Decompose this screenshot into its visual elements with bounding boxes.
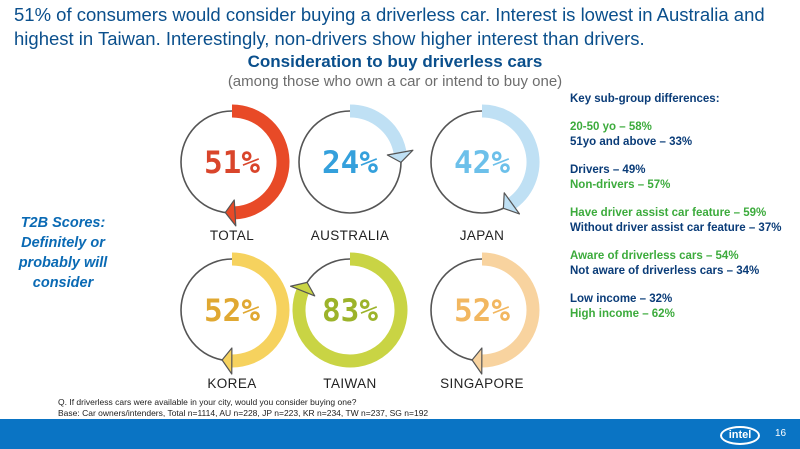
subgroup-line: High income – 62% [570, 308, 675, 320]
subgroup-line: Non-drivers – 57% [570, 179, 671, 191]
intel-logo: intel [720, 426, 760, 445]
donut-arrowhead [386, 149, 414, 163]
subgroup-line: Drivers – 49% [570, 164, 646, 176]
footnote-base: Base: Car owners/intenders, Total n=1114… [58, 408, 429, 418]
donut-arc [481, 104, 540, 209]
donut-taiwan: 83% TAIWAN [289, 252, 408, 391]
donut-korea: 52% KOREA [180, 252, 290, 391]
donut-japan: 42% JAPAN [430, 104, 540, 243]
subgroup-line: 20-50 yo – 58% [570, 121, 652, 133]
subgroup-list: 20-50 yo – 58% 51yo and above – 33% Driver… [570, 120, 795, 322]
donut-category-label: TOTAL [210, 228, 254, 243]
donut-category-label: AUSTRALIA [311, 228, 390, 243]
donut-australia: 24% AUSTRALIA [298, 104, 414, 243]
donut-arc [231, 252, 290, 368]
subgroup-item: Have driver assist car feature – 59% With… [570, 206, 795, 236]
donut-arc [231, 104, 290, 220]
subgroup-line: 51yo and above – 33% [570, 136, 693, 148]
subgroup-line: Without driver assist car feature – 37% [570, 222, 782, 234]
chart-title: Consideration to buy driverless cars [247, 52, 543, 71]
donut-value-label: 24% [322, 145, 378, 181]
subgroup-item: Aware of driverless cars – 54% Not aware … [570, 249, 795, 279]
chart-subtitle: (among those who own a car or intend to … [227, 73, 563, 90]
donut-arrowhead [289, 281, 316, 297]
donut-category-label: KOREA [207, 376, 256, 391]
footnote: Q. If driverless cars were available in … [58, 397, 428, 419]
donut-value-label: 52% [454, 293, 510, 329]
donut-value-label: 52% [204, 293, 260, 329]
donut-value-label: 42% [454, 145, 510, 181]
donut-arc [292, 252, 408, 368]
donut-arc [349, 104, 407, 155]
donut-arc [481, 252, 540, 368]
footer-bar: intel 16 [0, 419, 800, 449]
subgroup-item: Low income – 32% High income – 62% [570, 292, 795, 322]
subgroup-item: Drivers – 49% Non-drivers – 57% [570, 163, 795, 193]
donut-category-label: JAPAN [460, 228, 505, 243]
donut-category-label: SINGAPORE [440, 376, 524, 391]
donut-value-label: 51% [204, 145, 260, 181]
subgroup-line: Low income – 32% [570, 293, 673, 305]
page-number: 16 [775, 428, 787, 439]
subgroup-title: Key sub-group differences: [570, 93, 720, 105]
subgroup-panel: Key sub-group differences: 20-50 yo – 58… [570, 92, 795, 335]
footnote-question: Q. If driverless cars were available in … [58, 397, 357, 407]
subgroup-line: Aware of driverless cars – 54% [570, 250, 739, 262]
donut-total: 51% TOTAL [180, 104, 290, 243]
headline: 51% of consumers would consider buying a… [14, 4, 765, 49]
subgroup-line: Have driver assist car feature – 59% [570, 207, 767, 219]
donut-category-label: TAIWAN [323, 376, 376, 391]
donut-arrowhead [471, 347, 483, 375]
donut-arrowhead [224, 199, 237, 227]
donut-value-label: 83% [322, 293, 378, 329]
subgroup-line: Not aware of driverless cars – 34% [570, 265, 760, 277]
t2b-label: T2B Scores: Definitely or probably will … [18, 215, 108, 291]
donut-arrowhead [502, 192, 521, 215]
subgroup-item: 20-50 yo – 58% 51yo and above – 33% [570, 120, 795, 150]
donut-arrowhead [221, 347, 233, 375]
donut-singapore: 52% SINGAPORE [430, 252, 540, 391]
